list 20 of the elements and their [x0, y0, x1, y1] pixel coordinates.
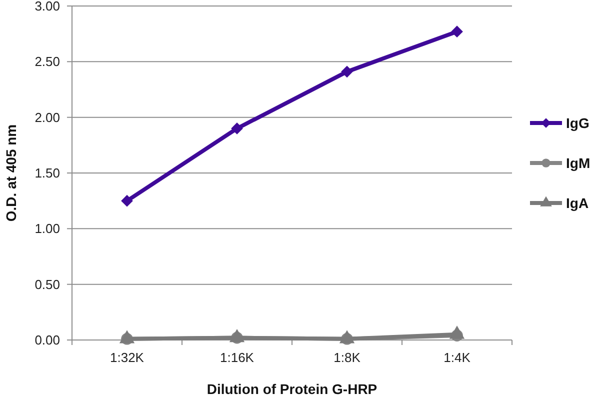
- legend-label: IgA: [566, 194, 589, 211]
- legend-label: IgG: [566, 114, 590, 131]
- legend-label: IgM: [566, 154, 590, 171]
- x-axis-title: Dilution of Protein G-HRP: [206, 381, 378, 397]
- point: [451, 26, 463, 38]
- y-tick-label: 0.50: [34, 276, 60, 292]
- y-tick-label: 1.00: [34, 221, 60, 236]
- y-tick-label: 3.00: [34, 0, 60, 14]
- y-tick-label: 2.50: [34, 54, 60, 70]
- y-tick-label: 0.00: [34, 332, 60, 348]
- point: [121, 194, 133, 207]
- y-tick-label: 1.50: [34, 166, 60, 181]
- point: [231, 122, 243, 134]
- x-tick-label: 1:8K: [334, 350, 361, 365]
- point: [341, 66, 353, 78]
- y-tick-label: 2.00: [34, 110, 60, 125]
- x-tick-label: 1:16K: [220, 350, 254, 365]
- y-axis-title: O.D. at 405 nm: [3, 124, 19, 222]
- x-tick-label: 1:32K: [110, 350, 144, 365]
- x-tick-label: 1:4K: [444, 350, 471, 365]
